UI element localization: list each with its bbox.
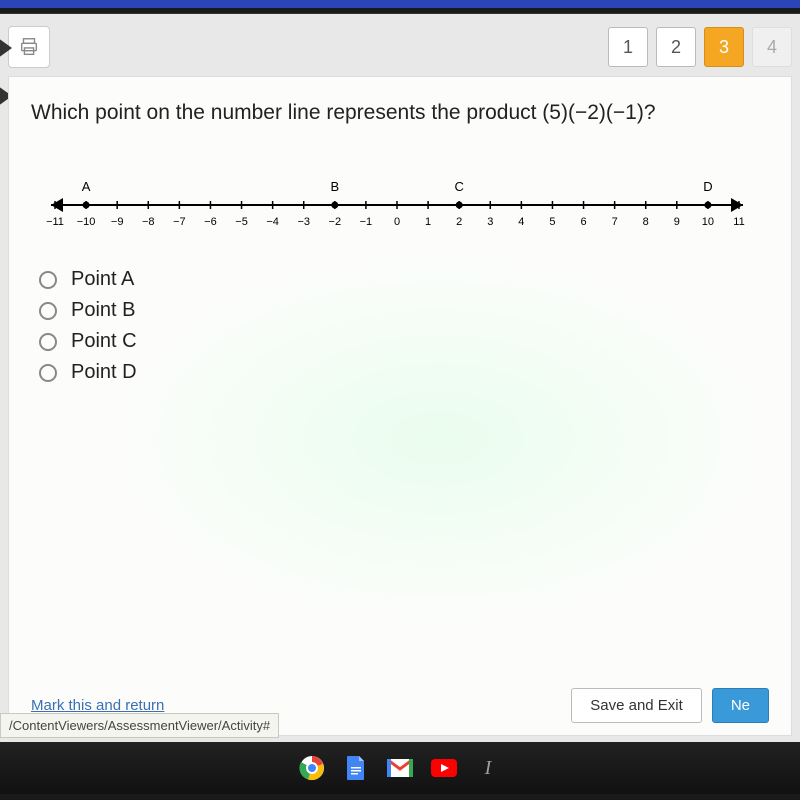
- svg-text:2: 2: [456, 216, 462, 228]
- svg-text:6: 6: [580, 216, 586, 228]
- svg-text:11: 11: [733, 216, 744, 228]
- svg-text:−8: −8: [142, 216, 155, 228]
- svg-text:−5: −5: [235, 216, 248, 228]
- gmail-icon[interactable]: [385, 753, 415, 783]
- question-prefix: Which point on the number line represent…: [31, 101, 542, 124]
- next-button[interactable]: Ne: [712, 688, 769, 723]
- step-button-3[interactable]: 3: [704, 27, 744, 67]
- radio-icon: [39, 302, 57, 320]
- svg-text:A: A: [82, 179, 91, 194]
- svg-text:3: 3: [487, 216, 493, 228]
- chrome-icon[interactable]: [297, 753, 327, 783]
- svg-text:−1: −1: [360, 216, 373, 228]
- answer-option[interactable]: Point D: [39, 361, 769, 384]
- svg-text:5: 5: [549, 216, 555, 228]
- content-card: Which point on the number line represent…: [8, 76, 792, 736]
- radio-icon: [39, 333, 57, 351]
- radio-icon: [39, 271, 57, 289]
- step-button-4: 4: [752, 27, 792, 67]
- youtube-icon[interactable]: [429, 753, 459, 783]
- step-nav: 1234: [608, 27, 792, 67]
- taskbar: I: [0, 742, 800, 794]
- svg-text:7: 7: [612, 216, 618, 228]
- svg-text:0: 0: [394, 216, 400, 228]
- svg-text:C: C: [454, 179, 463, 194]
- svg-text:8: 8: [643, 216, 649, 228]
- answer-option[interactable]: Point A: [39, 268, 769, 291]
- svg-text:−11: −11: [46, 216, 64, 228]
- svg-text:9: 9: [674, 216, 680, 228]
- question-suffix: ?: [644, 101, 656, 124]
- top-bar: 1234: [8, 18, 792, 76]
- edge-marker: [0, 38, 12, 58]
- browser-chrome-top: [0, 0, 800, 8]
- answer-label: Point A: [71, 268, 134, 291]
- radio-icon: [39, 364, 57, 382]
- svg-text:−4: −4: [266, 216, 279, 228]
- svg-text:−6: −6: [204, 216, 217, 228]
- svg-text:D: D: [703, 179, 712, 194]
- question-text: Which point on the number line represent…: [31, 101, 769, 125]
- svg-text:−7: −7: [173, 216, 186, 228]
- answer-list: Point A Point B Point C Point D: [31, 268, 769, 392]
- answer-label: Point D: [71, 361, 137, 384]
- answer-option[interactable]: Point C: [39, 330, 769, 353]
- svg-text:10: 10: [702, 216, 714, 228]
- svg-text:B: B: [330, 179, 339, 194]
- question-expression: (5)(−2)(−1): [542, 101, 644, 124]
- svg-text:−9: −9: [111, 216, 124, 228]
- docs-icon[interactable]: [341, 753, 371, 783]
- step-button-2[interactable]: 2: [656, 27, 696, 67]
- mark-and-return-link[interactable]: Mark this and return: [31, 697, 164, 714]
- step-button-1[interactable]: 1: [608, 27, 648, 67]
- url-status-chip: /ContentViewers/AssessmentViewer/Activit…: [0, 713, 279, 738]
- answer-label: Point B: [71, 299, 135, 322]
- svg-text:4: 4: [518, 216, 524, 228]
- save-and-exit-button[interactable]: Save and Exit: [571, 688, 702, 723]
- svg-text:−3: −3: [297, 216, 310, 228]
- i-ready-icon[interactable]: I: [473, 753, 503, 783]
- answer-option[interactable]: Point B: [39, 299, 769, 322]
- print-icon: [18, 36, 40, 58]
- answer-label: Point C: [71, 330, 137, 353]
- print-button[interactable]: [8, 26, 50, 68]
- app-area: 1234 Which point on the number line repr…: [0, 14, 800, 742]
- svg-text:−10: −10: [77, 216, 96, 228]
- svg-text:1: 1: [425, 216, 431, 228]
- number-line: −11−10−9−8−7−6−5−4−3−2−101234567891011AB…: [31, 157, 769, 268]
- svg-text:−2: −2: [329, 216, 342, 228]
